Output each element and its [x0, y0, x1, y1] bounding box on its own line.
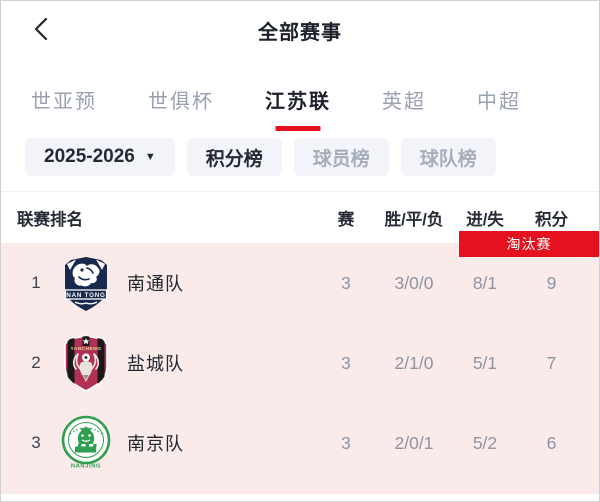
table-header-row: 联赛排名 赛 胜/平/负 进/失 积分 — [1, 192, 599, 243]
page-title: 全部赛事 — [258, 21, 342, 44]
stat-goals: 5/2 — [472, 432, 498, 453]
top-bar: 全部赛事 — [1, 1, 599, 59]
stat-points: 6 — [546, 432, 557, 453]
stat-goals: 8/1 — [472, 272, 498, 293]
stat-wdl: 2/0/1 — [394, 432, 434, 453]
team-logo-yancheng: YANCHENG — [55, 334, 117, 392]
logo-text-nantong: NAN TONG — [66, 292, 105, 299]
view-teams-button[interactable]: 球队榜 — [400, 138, 496, 176]
caret-down-icon: ▼ — [144, 151, 156, 163]
rank-number: 3 — [31, 433, 41, 452]
column-header-rank: 联赛排名 — [17, 210, 83, 229]
team-logo-nanjing: NANJING — [55, 414, 117, 472]
back-button[interactable] — [27, 17, 55, 45]
tab-club-world-cup[interactable]: 世俱杯 — [148, 90, 214, 113]
season-label: 2025-2026 — [44, 146, 135, 167]
view-players-button[interactable]: 球员榜 — [293, 138, 389, 176]
stat-wdl: 3/0/0 — [394, 272, 434, 293]
tab-premier-league[interactable]: 英超 — [382, 90, 426, 113]
rank-number: 2 — [31, 353, 41, 372]
column-header-played: 赛 — [337, 210, 355, 229]
view-standings-button[interactable]: 积分榜 — [186, 138, 282, 176]
tab-jiangsu-league[interactable]: 江苏联 — [265, 85, 331, 114]
league-tab-bar: 世亚预 世俱杯 江苏联 英超 中超 西 — [1, 59, 599, 129]
team-name: 盐城队 — [127, 354, 184, 374]
stat-points: 7 — [546, 352, 557, 373]
table-body: 1 NAN TONG 南通队 3 3/0 — [1, 243, 599, 494]
season-dropdown[interactable]: 2025-2026 ▼ — [25, 138, 175, 176]
tab-csl[interactable]: 中超 — [477, 90, 521, 113]
standings-table: 联赛排名 赛 胜/平/负 进/失 积分 淘汰赛 1 — [1, 191, 599, 494]
column-header-goals: 进/失 — [466, 210, 504, 229]
table-row[interactable]: 2 YANCHENG — [1, 323, 599, 403]
stat-goals: 5/1 — [472, 352, 498, 373]
knockout-zone-badge: 淘汰赛 — [459, 231, 599, 257]
filter-row: 2025-2026 ▼ 积分榜 球员榜 球队榜 — [1, 129, 599, 177]
rank-number: 1 — [31, 273, 41, 292]
column-header-points: 积分 — [535, 210, 568, 229]
logo-text-nanjing: NANJING — [71, 464, 101, 470]
table-row[interactable]: 1 NAN TONG 南通队 3 3/0 — [1, 243, 599, 323]
stat-wdl: 2/1/0 — [394, 352, 434, 373]
stat-points: 9 — [546, 272, 557, 293]
table-row[interactable]: 3 NANJING 南京队 3 2/0/ — [1, 403, 599, 483]
stat-played: 3 — [341, 432, 351, 453]
stat-played: 3 — [341, 272, 351, 293]
stat-played: 3 — [341, 352, 351, 373]
team-name: 南京队 — [127, 434, 184, 454]
column-header-wdl: 胜/平/负 — [384, 210, 444, 229]
logo-text-yancheng: YANCHENG — [70, 346, 101, 352]
team-logo-nantong: NAN TONG — [55, 255, 117, 312]
team-name: 南通队 — [127, 274, 184, 294]
back-chevron-icon — [34, 17, 48, 45]
tab-world-cup-asian-qualifiers[interactable]: 世亚预 — [31, 90, 97, 113]
